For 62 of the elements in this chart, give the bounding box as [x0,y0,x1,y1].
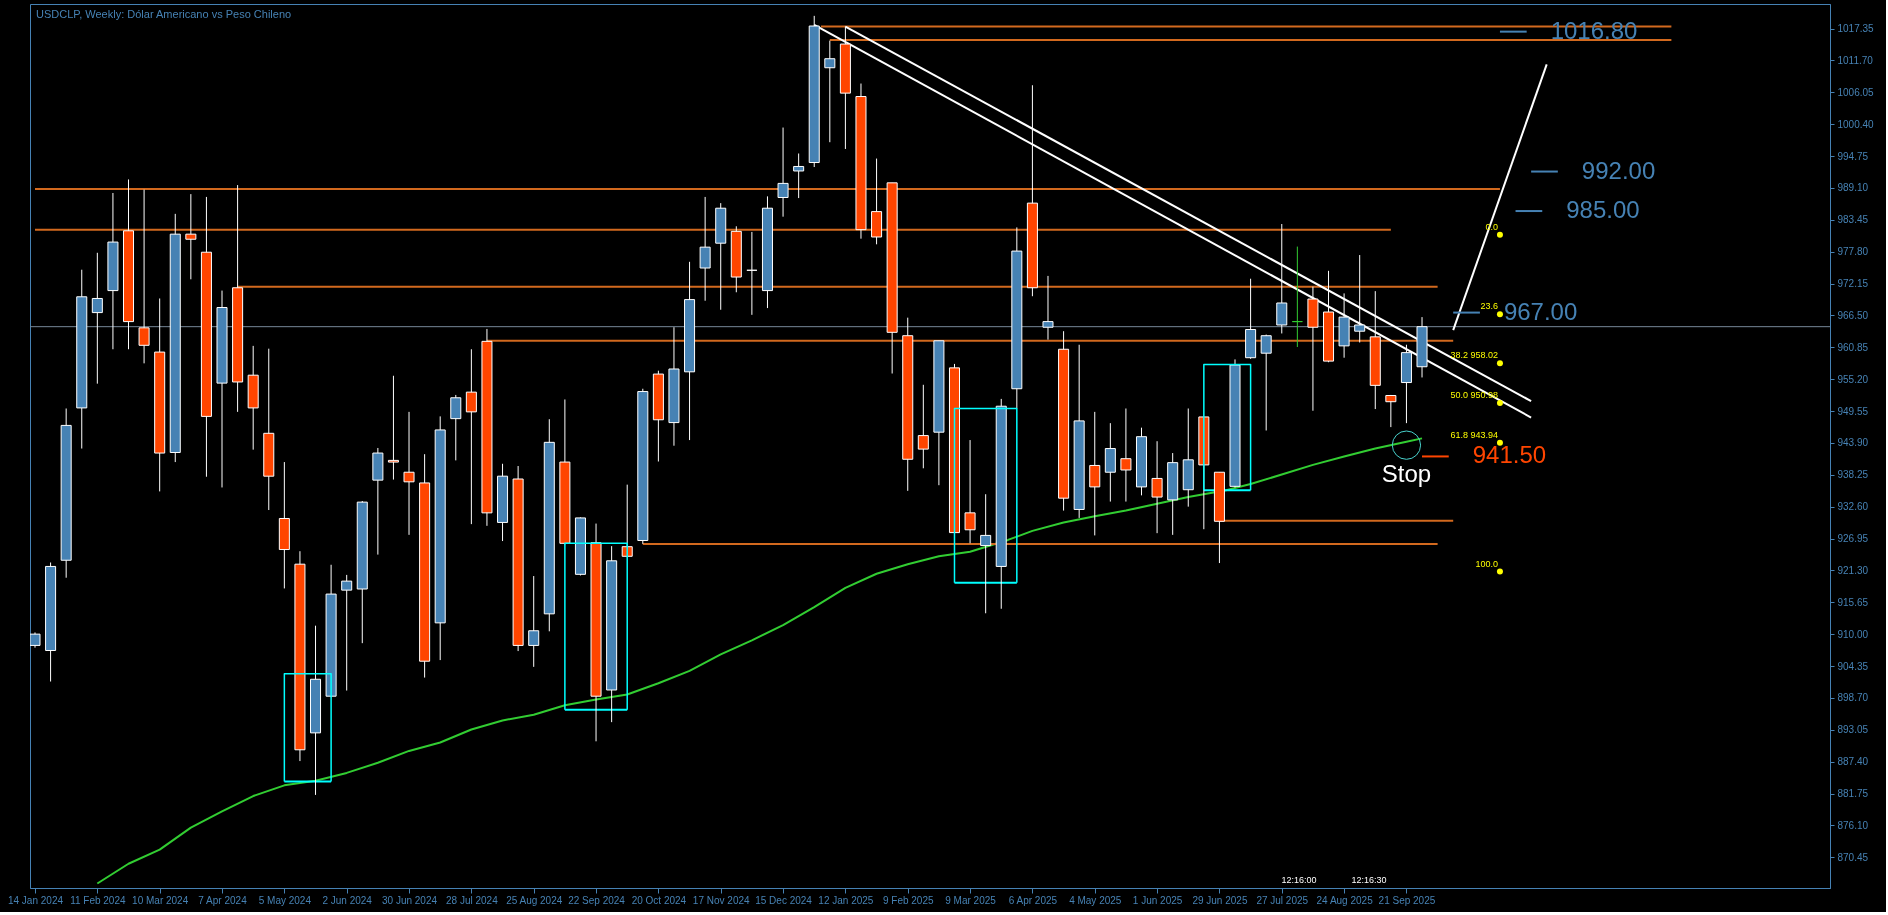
x-tick-label: 14 Jan 2024 [7,894,64,906]
y-tick-label: 870.45 [1837,851,1869,863]
y-tick-label: 893.05 [1837,724,1869,736]
y-tick-label: 994.75 [1837,150,1869,162]
y-tick-label: 921.30 [1837,564,1869,576]
data-label: 967.00 [1503,297,1578,325]
y-tick-label: 983.45 [1837,214,1869,226]
y-tick-label: 876.10 [1837,819,1869,831]
y-tick-label: 1006.05 [1837,86,1875,98]
y-tick-label: 915.65 [1837,596,1869,608]
y-tick-label: 1000.40 [1837,118,1875,130]
annotation: 12:16:00 [1281,875,1317,885]
x-tick-label: 17 Nov 2024 [692,894,751,906]
y-tick-label: 972.15 [1837,278,1869,290]
annotation: 38.2 958.02 [1450,350,1498,361]
y-tick-label: 904.35 [1837,660,1869,672]
x-tick-label: 1 Jun 2025 [1132,894,1183,906]
x-tick-label: 11 Feb 2024 [70,894,126,906]
y-tick-label: 966.50 [1837,309,1869,321]
x-tick-label: 22 Sep 2024 [568,894,626,906]
x-tick-label: 5 May 2024 [258,894,312,906]
x-tick-label: 29 Jun 2025 [1192,894,1248,906]
y-tick-label: 960.85 [1837,341,1869,353]
annotation: 12:16:30 [1351,875,1387,885]
data-label: Stop [1381,460,1432,488]
x-tick-label: 4 May 2025 [1069,894,1122,906]
x-tick-label: 28 Jul 2024 [446,894,499,906]
x-tick-label: 9 Feb 2025 [882,894,934,906]
annotation: 61.8 943.94 [1450,429,1498,440]
y-tick-label: 977.80 [1837,246,1869,258]
x-tick-label: 9 Mar 2025 [945,894,997,906]
y-tick-label: 926.95 [1837,533,1869,545]
y-tick-label: 1011.70 [1837,54,1874,66]
y-tick-label: 887.40 [1837,756,1869,768]
y-tick-label: 943.90 [1837,437,1869,449]
y-tick-label: 1017.35 [1837,23,1875,35]
x-tick-label: 7 Apr 2024 [198,894,248,906]
x-tick-label: 24 Aug 2025 [1316,894,1374,906]
y-tick-label: 938.25 [1837,469,1869,481]
x-tick-label: 30 Jun 2024 [382,894,438,906]
chart-title: USDCLP, Weekly: Dólar Americano vs Peso Chileno [36,8,292,20]
x-tick-label: 10 Mar 2024 [132,894,189,906]
data-label: 941.50 [1472,441,1547,469]
y-tick-label: 932.60 [1837,501,1869,513]
annotation: 23.6 [1480,301,1498,312]
x-tick-label: 21 Sep 2025 [1378,894,1436,906]
x-tick-label: 20 Oct 2024 [631,894,687,906]
annotation: 100.0 [1475,558,1498,569]
x-tick-label: 15 Dec 2024 [755,894,813,906]
y-tick-label: 898.70 [1837,692,1869,704]
x-tick-label: 27 Jul 2025 [1256,894,1309,906]
y-tick-label: 989.10 [1837,182,1869,194]
x-tick-label: 12 Jan 2025 [818,894,874,906]
data-label: 985.00 [1566,196,1640,224]
y-tick-label: 881.75 [1837,788,1869,800]
x-tick-label: 25 Aug 2024 [506,894,563,906]
x-tick-label: 2 Jun 2024 [322,894,373,906]
data-label: 992.00 [1581,156,1656,184]
y-tick-label: 949.55 [1837,405,1869,417]
y-tick-label: 910.00 [1837,628,1869,640]
y-tick-label: 955.20 [1837,373,1869,385]
x-tick-label: 6 Apr 2025 [1008,894,1058,906]
